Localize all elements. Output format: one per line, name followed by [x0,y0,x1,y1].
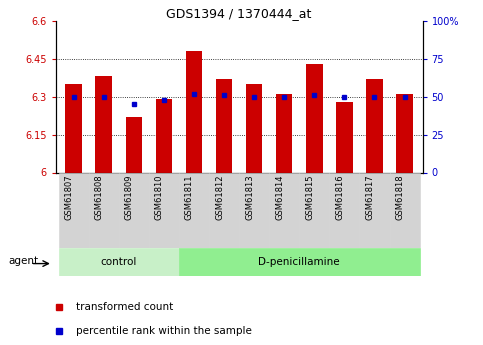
Bar [96,76,112,172]
Bar [389,172,420,248]
Bar [119,172,149,248]
Bar [156,99,172,172]
Bar [299,172,329,248]
Bar [65,84,82,172]
Bar [179,172,209,248]
Text: transformed count: transformed count [76,302,173,312]
Text: GSM61812: GSM61812 [215,175,224,220]
Text: GSM61809: GSM61809 [125,175,134,220]
Bar [269,172,299,248]
Bar [126,117,142,172]
Bar [58,248,179,276]
Title: GDS1394 / 1370444_at: GDS1394 / 1370444_at [167,7,312,20]
Bar [89,172,119,248]
Text: D-penicillamine: D-penicillamine [258,257,340,267]
Bar [336,102,353,172]
Bar [179,248,420,276]
Bar [329,172,359,248]
Text: GSM61818: GSM61818 [396,175,405,220]
Bar [149,172,179,248]
Bar [276,94,293,172]
Bar [185,51,202,172]
Bar [366,79,383,172]
Text: GSM61808: GSM61808 [95,175,104,220]
Bar [209,172,239,248]
Text: control: control [100,257,137,267]
Text: GSM61817: GSM61817 [366,175,374,220]
Text: GSM61815: GSM61815 [305,175,314,220]
Text: agent: agent [8,256,39,266]
Text: GSM61811: GSM61811 [185,175,194,220]
Text: GSM61816: GSM61816 [335,175,344,220]
Text: percentile rank within the sample: percentile rank within the sample [76,326,252,336]
Bar [58,172,89,248]
Bar [216,79,232,172]
Text: GSM61814: GSM61814 [275,175,284,220]
Text: GSM61807: GSM61807 [65,175,73,220]
Bar [246,84,262,172]
Bar [359,172,389,248]
Bar [306,64,323,172]
Bar [396,94,413,172]
Bar [239,172,269,248]
Text: GSM61810: GSM61810 [155,175,164,220]
Text: GSM61813: GSM61813 [245,175,254,220]
